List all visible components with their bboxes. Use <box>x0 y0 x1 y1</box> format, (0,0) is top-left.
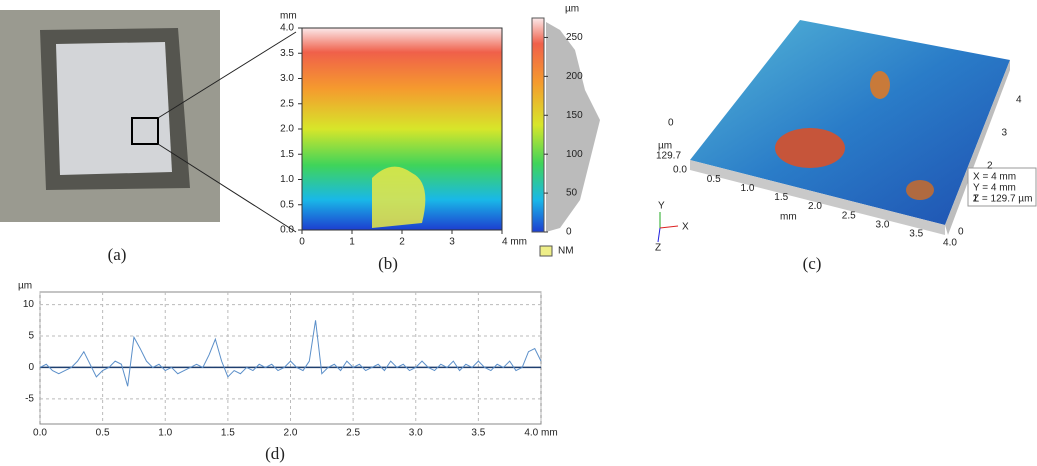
y-tick-label: 5 <box>28 331 34 342</box>
surface-wall <box>945 60 1010 235</box>
x-tick-label: 3.5 <box>909 229 923 240</box>
x-tick-label: 1.0 <box>158 428 172 439</box>
nm-swatch <box>539 245 553 257</box>
y-tick-label: 4.0 <box>280 23 294 34</box>
histogram <box>546 22 600 232</box>
y-tick-label: 2.5 <box>280 98 294 109</box>
surface-wall <box>690 160 945 235</box>
colorbar-tick-label: 150 <box>566 110 583 121</box>
y-tick-label: 0.0 <box>280 225 294 236</box>
x-tick-label: 3.0 <box>876 219 890 230</box>
z-label: 129.7 <box>656 151 681 162</box>
x-tick-label: 2.0 <box>808 201 822 212</box>
sample-face <box>56 42 172 175</box>
zoom-arrow <box>157 143 297 233</box>
x-tick-label: 2.5 <box>842 210 856 221</box>
z-unit: µm <box>658 141 672 152</box>
triad-axis <box>657 227 661 243</box>
triad-axis <box>659 225 679 229</box>
x-tick-label: 1.5 <box>221 428 235 439</box>
info-line: X = 4 mm <box>973 172 1016 183</box>
z-label: 0 <box>668 118 674 129</box>
caption: (c) <box>803 254 822 273</box>
zoom-arrow <box>157 31 297 119</box>
x-tick-label: 3 <box>449 237 455 248</box>
y-tick-label: 10 <box>23 299 35 310</box>
y-unit: µm <box>18 281 32 292</box>
x-tick-label: 2.0 <box>284 428 298 439</box>
colorbar-tick-label: 200 <box>566 71 583 82</box>
caption: (b) <box>378 254 398 273</box>
x-tick-label: 0.0 <box>33 428 47 439</box>
x-tick-label: 4.0 <box>943 238 957 249</box>
height-map-feature <box>372 166 426 228</box>
x-tick-label: 0.0 <box>673 165 687 176</box>
y-tick-label: 0 <box>28 362 34 373</box>
x-tick-label: 4.0 mm <box>524 428 557 439</box>
x-tick-label: 1.0 <box>741 183 755 194</box>
x-tick-label: 1 <box>349 237 355 248</box>
info-line: Z = 129.7 µm <box>973 194 1032 205</box>
y-tick-label: 3.5 <box>280 48 294 59</box>
x-tick-label: 3.5 <box>471 428 485 439</box>
zoom-box <box>131 117 159 145</box>
x-tick-label: 0.5 <box>96 428 110 439</box>
x-tick-label: 0 <box>299 237 305 248</box>
info-box <box>967 167 1037 207</box>
info-line: Y = 4 mm <box>973 183 1016 194</box>
x-tick-label: 3.0 <box>409 428 423 439</box>
colorbar-tick-label: 50 <box>566 188 578 199</box>
y-tick-label: 2.0 <box>280 124 294 135</box>
colorbar-tick-label: 100 <box>566 149 583 160</box>
x-tick-label: 0.5 <box>707 174 721 185</box>
y-tick-label: 0.5 <box>280 199 294 210</box>
colorbar-tick-label: 0 <box>566 227 572 238</box>
x-tick-label: 2 <box>399 237 405 248</box>
caption: (a) <box>108 245 127 264</box>
x-tick-label: 1.5 <box>774 192 788 203</box>
triad-label: Z <box>655 243 661 254</box>
legend-label: NM <box>558 246 574 257</box>
y-tick-label: 1 <box>973 194 979 205</box>
y-tick-label: 1.5 <box>280 149 294 160</box>
y-tick-label: 2 <box>987 161 993 172</box>
x-tick-label: 2.5 <box>346 428 360 439</box>
surface-feature <box>870 71 890 99</box>
y-tick-label: 4 <box>1016 95 1022 106</box>
y-unit: mm <box>280 11 297 22</box>
colorbar <box>531 17 545 233</box>
colorbar-unit: µm <box>565 4 579 15</box>
x-tick-label: 4 mm <box>502 237 527 248</box>
y-tick-label: -5 <box>25 393 34 404</box>
y-tick-label: 0 <box>958 227 964 238</box>
surface-feature <box>906 180 934 200</box>
y-tick-label: 3 <box>1002 128 1008 139</box>
triad-label: X <box>682 222 689 233</box>
x-unit: mm <box>780 212 797 223</box>
surface <box>690 20 1010 225</box>
colorbar-tick-label: 250 <box>566 32 583 43</box>
triad-label: Y <box>658 201 665 212</box>
profile-line <box>39 320 542 387</box>
caption: (d) <box>265 444 285 463</box>
y-tick-label: 3.0 <box>280 73 294 84</box>
surface-feature <box>775 128 845 168</box>
y-tick-label: 1.0 <box>280 174 294 185</box>
